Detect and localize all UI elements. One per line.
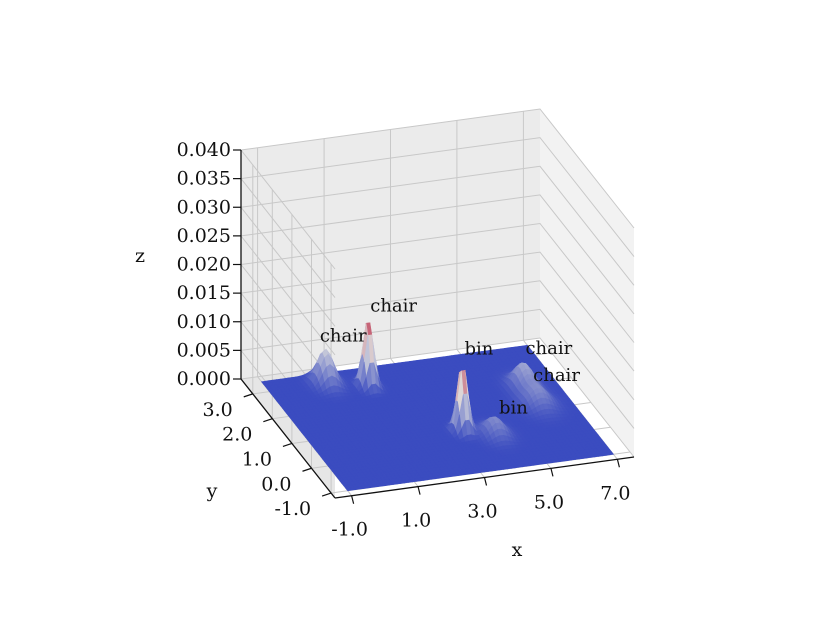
x-tick-mark <box>417 486 421 495</box>
peak-label: chair <box>370 296 417 317</box>
x-tick-label: 1.0 <box>401 510 431 532</box>
density-surface <box>260 322 615 492</box>
y-tick-mark <box>321 492 332 497</box>
z-gridline <box>240 165 635 327</box>
y-axis-line <box>240 378 336 499</box>
z-tick-label: 0.010 <box>177 311 231 333</box>
y-tick-label: -1.0 <box>274 498 311 520</box>
peak-label: bin <box>465 338 494 359</box>
y-tick-mark <box>243 393 253 398</box>
z-gridline <box>240 108 635 270</box>
z-tick-label: 0.040 <box>177 139 231 161</box>
axis-labels: x y z <box>135 245 523 561</box>
y-tick-label: 2.0 <box>222 424 252 446</box>
y-tick-mark <box>282 442 293 448</box>
peak-label: bin <box>499 398 528 419</box>
x-tick-label: -1.0 <box>331 519 368 541</box>
z-tick-label: 0.035 <box>177 168 231 190</box>
z-gridline <box>240 194 635 356</box>
x-axis-label: x <box>512 539 523 561</box>
z-gridline <box>240 222 635 384</box>
x-tick-mark <box>616 459 620 468</box>
x-tick-label: 7.0 <box>600 482 630 504</box>
y-tick-mark <box>263 418 273 423</box>
axis-ticks: -1.0 1.0 3.0 5.0 7.0-1.00.01.02.03.00.0000.0… <box>177 139 631 541</box>
x-tick-mark <box>483 477 488 486</box>
z-axis-label: z <box>135 245 145 267</box>
y-axis-label: y <box>206 480 218 502</box>
peak-label: chair <box>320 326 367 347</box>
x-tick-label: 5.0 <box>534 491 564 513</box>
z-tick-label: 0.020 <box>177 254 231 276</box>
x-tick-mark <box>351 495 355 504</box>
z-tick-label: 0.030 <box>177 196 231 218</box>
z-tick-label: 0.015 <box>177 282 231 304</box>
z-gridline <box>240 251 635 413</box>
z-tick-label: 0.025 <box>177 225 231 247</box>
peak-label: chair <box>525 338 572 359</box>
surface-cell <box>345 487 353 492</box>
y-tick-label: 3.0 <box>203 399 233 421</box>
y-tick-label: 0.0 <box>261 473 291 495</box>
x-tick-mark <box>550 468 554 477</box>
z-tick-label: 0.000 <box>177 368 231 390</box>
y-tick-label: 1.0 <box>242 448 272 470</box>
y-tick-mark <box>302 467 312 472</box>
x-tick-label: 3.0 <box>467 501 497 523</box>
peak-label: chair <box>533 365 580 386</box>
z-gridline <box>240 137 635 298</box>
z-tick-label: 0.005 <box>177 339 231 361</box>
